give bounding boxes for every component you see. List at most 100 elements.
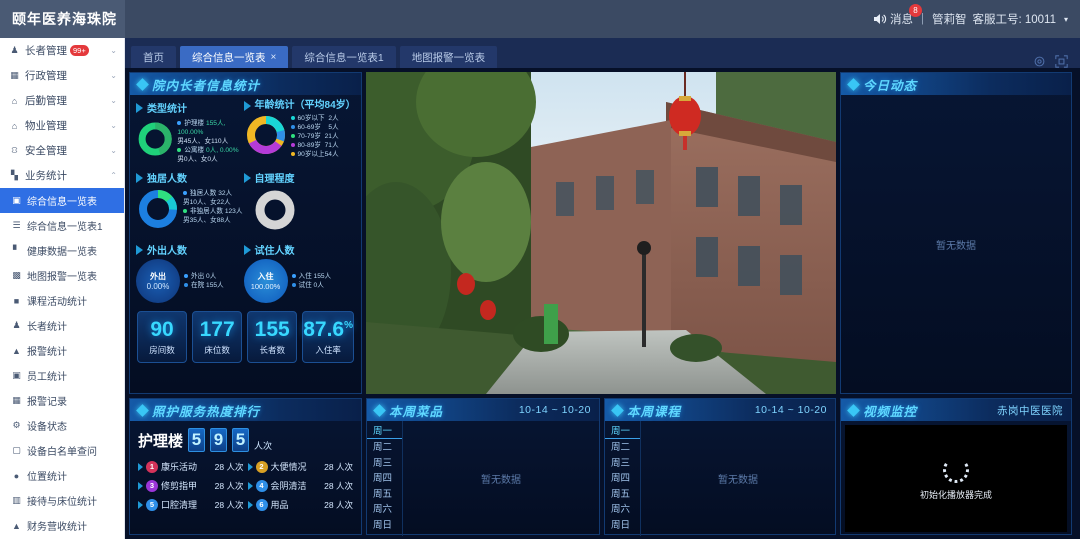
sidebar-item-location-stat[interactable]: ● 位置统计 xyxy=(0,463,124,488)
weekday-tab-sat[interactable]: 周六 xyxy=(611,504,631,516)
device-icon: ⚙ xyxy=(12,420,21,430)
sidebar-item-label: 地图报警一览表 xyxy=(27,272,97,283)
sidebar-item-elder-stat[interactable]: ♟ 长者统计 xyxy=(0,313,124,338)
rank-number: 4 xyxy=(255,479,268,492)
tab-home[interactable]: 首页 xyxy=(131,46,176,68)
kpi-label: 入住率 xyxy=(315,345,341,355)
rank-item-1[interactable]: 1 康乐活动 28 人次 xyxy=(138,460,244,473)
panel-header: 今日动态 xyxy=(841,73,1071,95)
section-trial: 试住人数 入住 100.00% 入住 155人 试住 0人 xyxy=(243,242,355,303)
tab-comprehensive-table[interactable]: 综合信息一览表 × xyxy=(180,46,289,68)
legend-label: 90岁以上 xyxy=(297,151,325,158)
chevron-down-icon[interactable]: ⌄ xyxy=(110,121,117,130)
sidebar-item-device-whitelist[interactable]: ▢ 设备白名单查问 xyxy=(0,438,124,463)
sidebar-item-comprehensive-table[interactable]: ▣ 综合信息一览表 xyxy=(0,188,124,213)
trial-gauge: 入住 100.00% xyxy=(243,259,288,303)
chevron-down-icon[interactable]: ▾ xyxy=(1063,14,1068,24)
kpi-label: 长者数 xyxy=(259,345,285,355)
weekday-tab-wed[interactable]: 周三 xyxy=(373,457,393,469)
sidebar-group-0[interactable]: ♟ 长者管理 99+ ⌄ xyxy=(0,38,124,63)
triangle-icon xyxy=(243,100,251,111)
sidebar-group-5[interactable]: ▚ 业务统计 ⌃ xyxy=(0,163,124,188)
close-icon[interactable]: × xyxy=(270,51,277,63)
sidebar-item-comprehensive-table-1[interactable]: ☰ 综合信息一览表1 xyxy=(0,213,124,238)
today-news-body: 暂无数据 xyxy=(841,95,1071,393)
rank-item-4[interactable]: 4 会阴清洁 28 人次 xyxy=(247,479,353,492)
rank-value: 28 人次 xyxy=(324,480,353,491)
sidebar-group-label: 行政管理 xyxy=(25,70,67,82)
book-icon: ■ xyxy=(13,295,20,306)
rank-value: 28 人次 xyxy=(214,480,244,491)
legend-item: 60-69岁 5人 xyxy=(290,123,339,132)
weekday-tab-fri[interactable]: 周五 xyxy=(373,488,393,500)
weekday-tab-tue[interactable]: 周二 xyxy=(611,442,631,454)
sidebar-group-1[interactable]: ▦ 行政管理 ⌄ xyxy=(0,63,124,88)
sidebar-item-device-status[interactable]: ⚙ 设备状态 xyxy=(0,413,124,438)
sidebar-item-course-activity[interactable]: ■ 课程活动统计 xyxy=(0,288,124,313)
speaker-icon xyxy=(873,14,887,24)
diamond-icon xyxy=(373,403,386,417)
weekday-tab-sun[interactable]: 周日 xyxy=(373,519,393,531)
weekday-tab-mon[interactable]: 周一 xyxy=(367,423,402,439)
section-title: 年龄统计（平均84岁） xyxy=(254,100,356,111)
weekday-tab-fri[interactable]: 周五 xyxy=(611,488,631,500)
chevron-up-icon[interactable]: ⌃ xyxy=(110,171,117,180)
sidebar[interactable]: ♟ 长者管理 99+ ⌄ ▦ 行政管理 ⌄ ⌂ 后勤管理 ⌄ ⌂ 物业管理 ⌄ … xyxy=(0,38,125,539)
rank-value: 28 人次 xyxy=(214,461,244,472)
lantern-icon-2 xyxy=(457,273,496,320)
sidebar-item-bed-stat[interactable]: ▥ 接待与床位统计 xyxy=(0,488,124,513)
chevron-down-icon[interactable]: ⌄ xyxy=(110,146,117,155)
weekday-tab-thu[interactable]: 周四 xyxy=(373,473,393,485)
weekday-tab-tue[interactable]: 周二 xyxy=(373,442,393,454)
weekday-tab-mon[interactable]: 周一 xyxy=(605,423,640,439)
rank-label: 用品 xyxy=(270,500,289,510)
chevron-down-icon[interactable]: ⌄ xyxy=(110,71,117,80)
gear-icon[interactable] xyxy=(1033,55,1046,68)
message-badge: 8 xyxy=(908,4,922,17)
sidebar-item-finance-stat[interactable]: ▲ 财务营收统计 xyxy=(0,513,124,538)
weekday-tab-sun[interactable]: 周日 xyxy=(611,519,631,531)
legend-label: 60岁以下 xyxy=(297,115,325,122)
triangle-icon xyxy=(136,172,143,183)
courtyard-photo-image xyxy=(336,47,836,394)
sidebar-item-map-alarm[interactable]: ▩ 地图报警一览表 xyxy=(0,263,124,288)
kpi-beds: 177 床位数 xyxy=(192,311,243,363)
agent-id: 客服工号: 10011 xyxy=(972,14,1056,26)
rank-value: 28 人次 xyxy=(324,461,353,472)
panel-header: 本周课程 10-14 ~ 10-20 xyxy=(605,399,835,421)
sidebar-group-3[interactable]: ⌂ 物业管理 ⌄ xyxy=(0,113,124,138)
messages-label: 消息 xyxy=(889,14,913,26)
weekday-tab-sat[interactable]: 周六 xyxy=(373,504,393,516)
week-course-day-tabs[interactable]: 周一 周二 周三 周四 周五 周六 周日 xyxy=(605,421,641,536)
sidebar-group-4[interactable]: ⛻ 安全管理 ⌄ xyxy=(0,138,124,163)
legend-label: 外出 xyxy=(191,273,205,280)
tab-comprehensive-table-1[interactable]: 综合信息一览表1 xyxy=(292,46,396,68)
bed-icon: ▥ xyxy=(12,495,21,505)
messages-button[interactable]: 消息 8 xyxy=(873,4,922,27)
weekday-tab-wed[interactable]: 周三 xyxy=(611,457,631,469)
sidebar-item-alarm-stat[interactable]: ▲ 报警统计 xyxy=(0,338,124,363)
fullscreen-icon[interactable] xyxy=(1055,55,1068,68)
rank-item-5[interactable]: 5 口腔清理 28 人次 xyxy=(138,498,244,511)
sidebar-group-2[interactable]: ⌂ 后勤管理 ⌄ xyxy=(0,88,124,113)
week-menu-day-tabs[interactable]: 周一 周二 周三 周四 周五 周六 周日 xyxy=(367,421,403,536)
weekday-tab-thu[interactable]: 周四 xyxy=(611,473,631,485)
legend-value: 32人 xyxy=(218,190,233,197)
kpi-value: 87.6% xyxy=(303,318,353,342)
chevron-down-icon[interactable]: ⌄ xyxy=(110,46,117,55)
rank-item-3[interactable]: 3 修剪指甲 28 人次 xyxy=(138,479,244,492)
chevron-down-icon[interactable]: ⌄ xyxy=(110,96,117,105)
rank-number: 5 xyxy=(146,498,158,511)
tab-map-alarm[interactable]: 地图报警一览表 xyxy=(399,46,498,68)
sidebar-item-health-data[interactable]: ▘ 健康数据一览表 xyxy=(0,238,124,263)
sidebar-item-alarm-record[interactable]: ▦ 报警记录 xyxy=(0,388,124,413)
legend-value: 5人 xyxy=(328,124,339,131)
rank-item-6[interactable]: 6 用品 28 人次 xyxy=(247,498,353,511)
triangle-icon xyxy=(138,462,143,471)
type-stat-donut-chart xyxy=(138,122,172,156)
sidebar-item-staff-stat[interactable]: ▣ 员工统计 xyxy=(0,363,124,388)
legend-label: 公寓楼 xyxy=(184,147,205,154)
rank-item-2[interactable]: 2 大便情况 28 人次 xyxy=(247,460,353,473)
video-player[interactable]: 初始化播放器完成 xyxy=(845,425,1067,532)
sidebar-item-label: 健康数据一览表 xyxy=(27,247,97,258)
